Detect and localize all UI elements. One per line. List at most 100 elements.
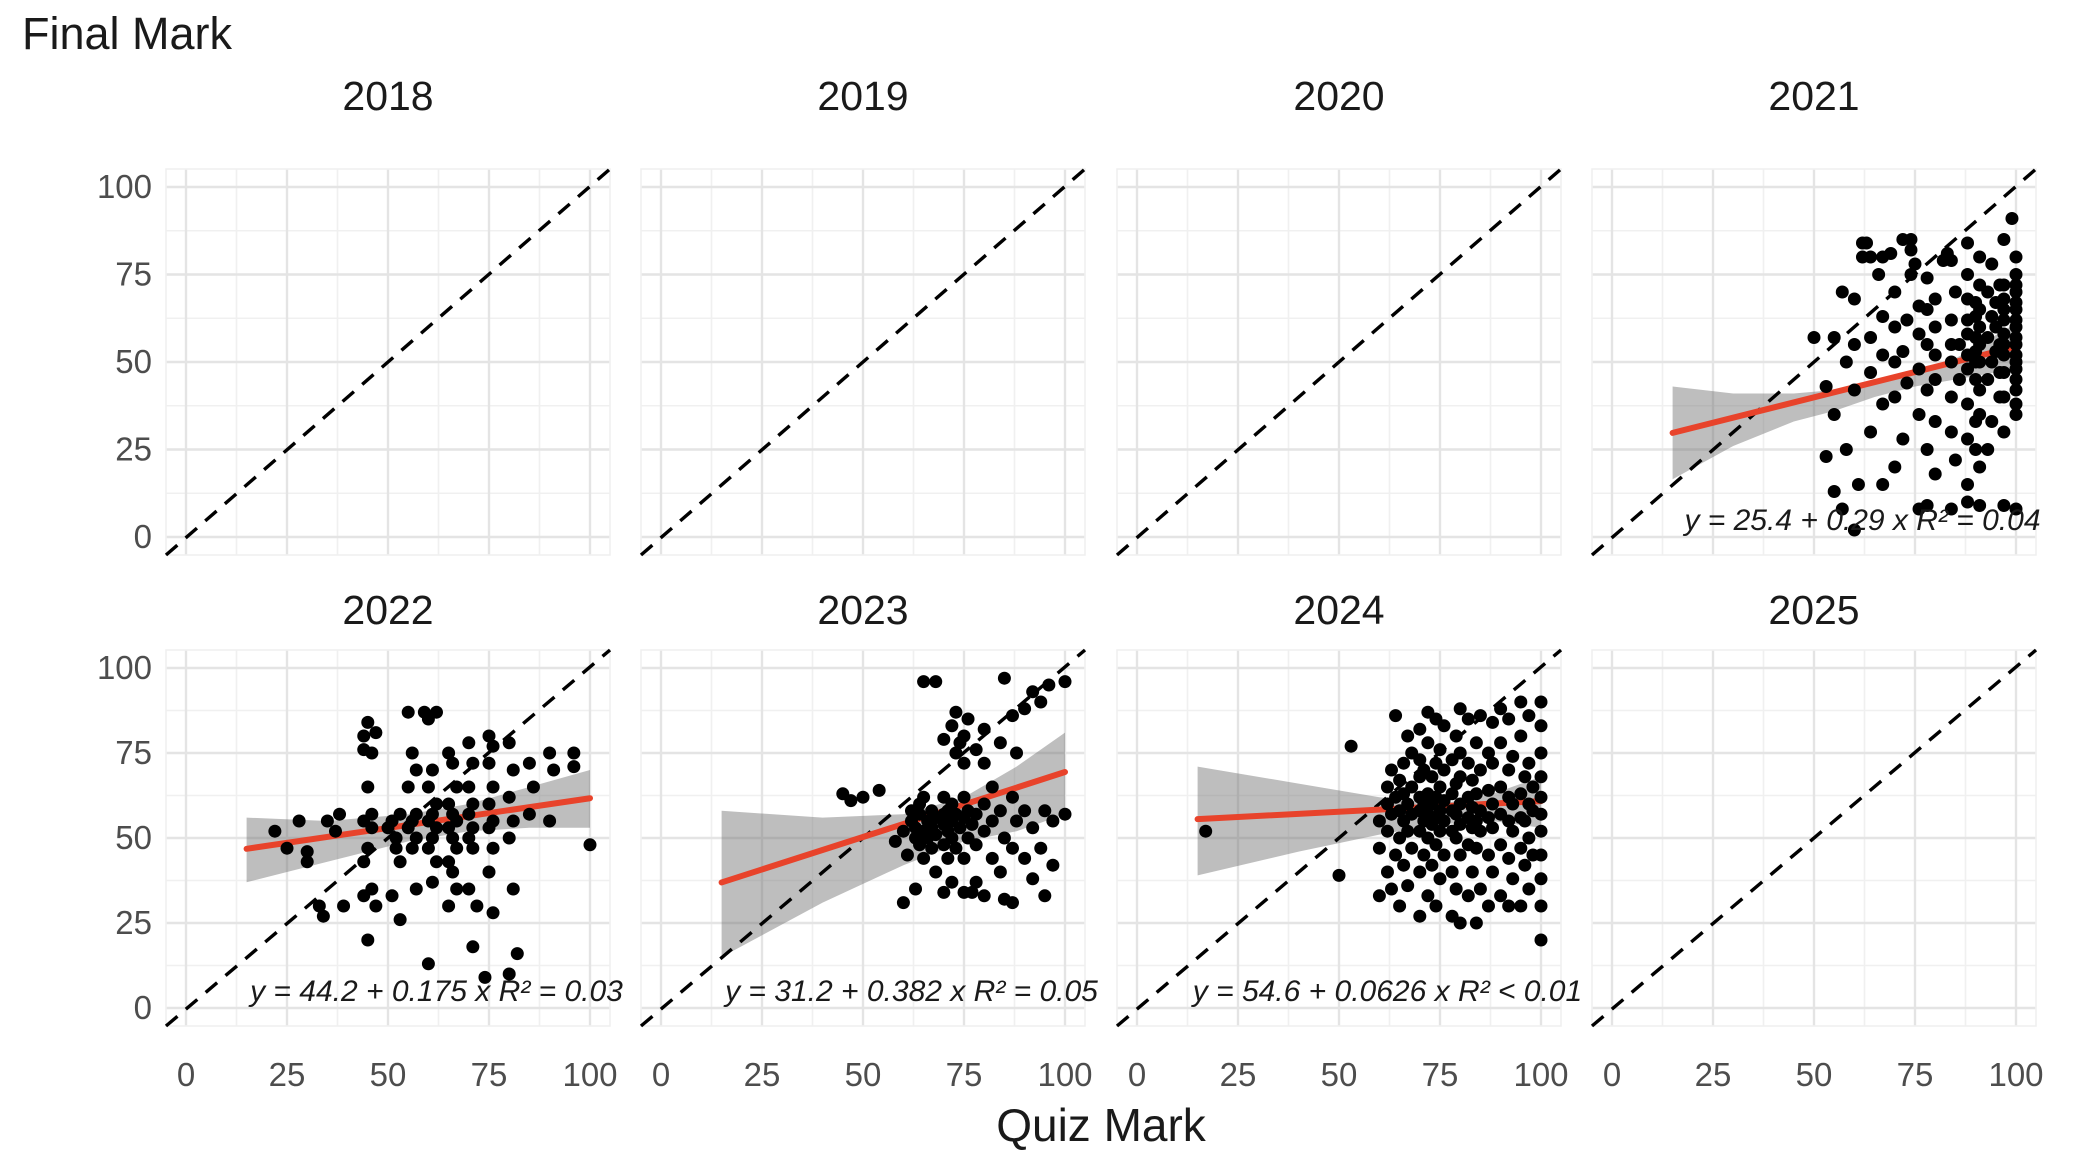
y-tick-label: 50 [115, 343, 152, 380]
regression-equation: y = 25.4 + 0.29 x R² = 0.04 [1682, 504, 2040, 537]
data-point [977, 756, 991, 770]
data-point [470, 899, 484, 913]
data-point [945, 831, 959, 845]
data-point [1835, 285, 1849, 299]
data-point [1973, 355, 1987, 369]
data-point [1981, 443, 1995, 456]
data-point [333, 807, 347, 821]
data-point [328, 824, 342, 838]
data-point [1860, 236, 1874, 250]
data-point [1948, 453, 1962, 467]
data-point [1026, 685, 1040, 699]
data-point [1332, 868, 1346, 882]
data-point [1494, 736, 1508, 750]
data-point [957, 756, 971, 770]
data-point [945, 797, 959, 811]
data-point [502, 831, 516, 845]
data-point [316, 909, 330, 923]
data-point [1005, 896, 1019, 910]
data-point [1502, 712, 1516, 726]
regression-line [1194, 798, 1544, 823]
data-point [1397, 858, 1411, 872]
data-point [957, 851, 971, 865]
data-point [1380, 824, 1394, 838]
data-point [1433, 804, 1447, 818]
data-point [320, 814, 334, 828]
data-point [1469, 916, 1483, 930]
data-point [365, 746, 379, 760]
data-point [393, 807, 407, 821]
data-point [2009, 373, 2023, 386]
data-point [1997, 292, 2011, 306]
data-point [1425, 770, 1439, 784]
data-point [522, 807, 536, 821]
data-point [1401, 824, 1415, 838]
data-point [1973, 303, 1987, 316]
data-point [1928, 320, 1942, 334]
data-point [2009, 502, 2023, 516]
data-point [1912, 408, 1926, 421]
data-point [1534, 719, 1548, 733]
data-point [357, 855, 371, 869]
data-point [292, 814, 306, 828]
data-point [502, 736, 516, 750]
data-point [1514, 841, 1528, 855]
facet-label-2019: 2019 [817, 73, 908, 119]
regression-equation: y = 31.2 + 0.382 x R² = 0.05 [723, 975, 1098, 1008]
data-point [1038, 804, 1052, 818]
data-point [1199, 824, 1213, 838]
data-point [357, 729, 371, 743]
data-point [1847, 523, 1861, 537]
x-tick-label: 50 [845, 1056, 882, 1093]
data-point [1997, 338, 2011, 351]
data-point [365, 807, 379, 821]
data-point [1944, 355, 1958, 369]
regression-line [1669, 343, 2019, 436]
identity-dashed-line [1115, 648, 1563, 1028]
data-point [1944, 254, 1958, 267]
data-point [929, 675, 943, 689]
data-point [1502, 763, 1516, 777]
data-point [425, 807, 439, 821]
data-point [929, 865, 943, 879]
data-point [1042, 678, 1056, 692]
data-point [917, 851, 931, 865]
data-point [969, 875, 983, 889]
data-point [949, 705, 963, 719]
data-point [977, 722, 991, 736]
data-point [442, 797, 456, 811]
data-point [1405, 841, 1419, 855]
data-point [1437, 848, 1451, 862]
facet-panel-2022: 2022 y = 44.2 + 0.175 x R² = 0.03 0 25 50 75 1… [97, 587, 623, 1093]
data-point [442, 746, 456, 760]
data-point [2009, 268, 2023, 281]
data-point [1473, 882, 1487, 896]
data-point [405, 746, 419, 760]
y-tick-label: 100 [97, 649, 152, 686]
data-point [1534, 899, 1548, 913]
data-point [1839, 355, 1853, 369]
data-point [941, 851, 955, 865]
data-point [1046, 858, 1060, 872]
data-point [1058, 807, 1072, 821]
data-point [1944, 313, 1958, 327]
y-tick-label: 50 [115, 819, 152, 856]
data-point [1864, 331, 1878, 344]
data-point [1900, 376, 1914, 390]
data-point [1486, 756, 1500, 770]
data-point [393, 913, 407, 927]
data-point [1518, 770, 1532, 784]
data-point [917, 790, 931, 804]
x-tick-label: 50 [1796, 1056, 1833, 1093]
data-point [482, 865, 496, 879]
data-point [462, 736, 476, 750]
panel-border [165, 168, 611, 556]
data-point [1534, 807, 1548, 821]
data-point [502, 967, 516, 981]
data-point [1864, 366, 1878, 379]
data-point [1413, 865, 1427, 879]
data-point [482, 797, 496, 811]
data-point [1920, 338, 1934, 351]
data-point [1372, 814, 1386, 828]
data-point [977, 797, 991, 811]
